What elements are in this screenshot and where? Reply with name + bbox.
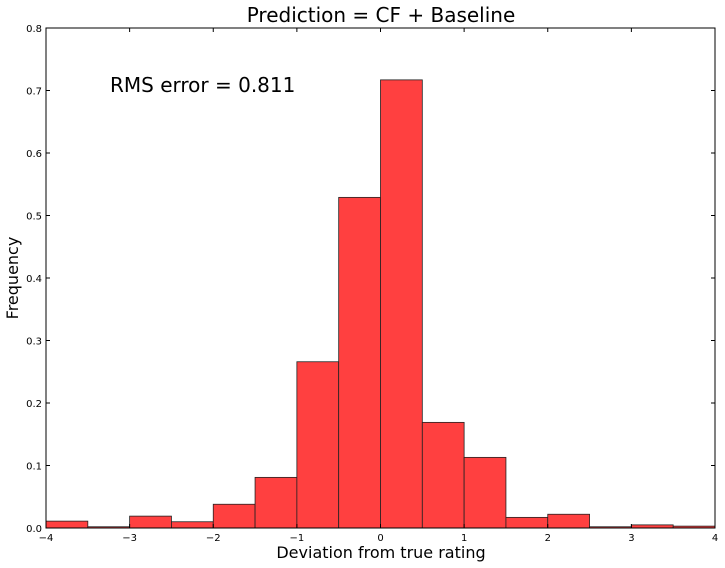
y-tick-label: 0.1: [26, 462, 42, 473]
axis-ticks: −4 −3 −2 −1 0 1 2 3 4 0.0 0.1 0.2 0.3 0.4 0.5 0.6 0.7 0.8: [26, 24, 718, 544]
histogram-bar: [45, 520, 89, 529]
histogram-bar: [212, 503, 256, 529]
histogram-bar: [129, 515, 172, 529]
y-tick-label: 0.7: [26, 87, 42, 98]
y-axis-label: Frequency: [3, 237, 22, 320]
x-tick-label: 1: [461, 533, 467, 544]
x-tick-label: 2: [545, 533, 551, 544]
y-tick-label: 0.8: [26, 24, 42, 35]
rms-error-annotation: RMS error = 0.811: [110, 73, 295, 97]
y-tick-label: 0.0: [26, 524, 42, 535]
y-tick-label: 0.4: [26, 274, 42, 285]
histogram-bar: [505, 516, 549, 529]
x-tick-label: 0: [377, 533, 383, 544]
x-tick-label: −3: [122, 533, 137, 544]
x-axis-label: Deviation from true rating: [276, 543, 485, 562]
y-tick-label: 0.2: [26, 399, 42, 410]
histogram-bar: [463, 456, 507, 529]
x-tick-label: 4: [712, 533, 718, 544]
histogram-bar: [296, 361, 340, 529]
histogram-bars: [45, 79, 716, 529]
x-tick-label: 3: [628, 533, 634, 544]
histogram-bar: [380, 79, 423, 529]
chart-title: Prediction = CF + Baseline: [247, 3, 516, 27]
histogram-bar: [338, 196, 381, 529]
x-tick-label: −2: [206, 533, 221, 544]
x-tick-label: −4: [39, 533, 54, 544]
x-tick-label: −1: [290, 533, 305, 544]
histogram-bar: [421, 421, 465, 529]
histogram-bar: [254, 476, 298, 529]
y-tick-label: 0.3: [26, 337, 42, 348]
histogram-bar: [171, 521, 214, 529]
y-tick-label: 0.6: [26, 149, 42, 160]
histogram-bar: [547, 513, 590, 529]
y-tick-label: 0.5: [26, 212, 42, 223]
